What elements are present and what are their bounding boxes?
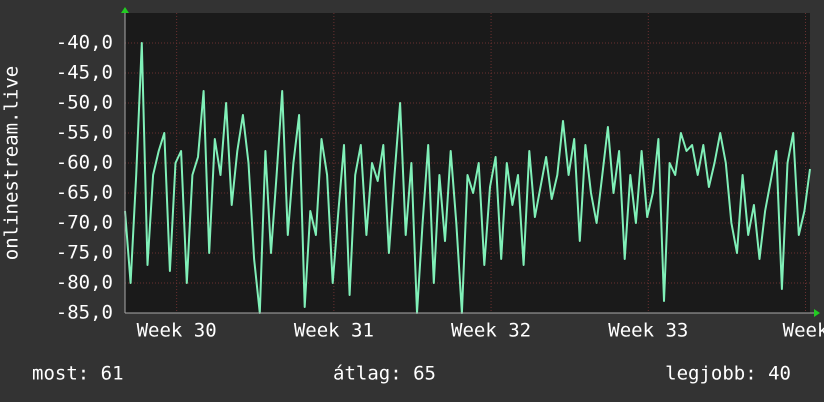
- y-tick-label: -45,0: [56, 62, 113, 84]
- footer-best: legjobb: 40: [665, 363, 791, 385]
- y-tick-label: -40,0: [56, 32, 113, 54]
- y-tick-label: -55,0: [56, 122, 113, 144]
- x-tick-label: Week 31: [294, 320, 374, 342]
- y-tick-label: -75,0: [56, 242, 113, 264]
- x-tick-label: Week 30: [137, 320, 217, 342]
- y-tick-label: -80,0: [56, 272, 113, 294]
- y-tick-label: -60,0: [56, 152, 113, 174]
- y-tick-label: -85,0: [56, 302, 113, 324]
- x-arrow: [814, 309, 820, 317]
- y-tick-label: -70,0: [56, 212, 113, 234]
- y-axis-label: onlinestream.live: [1, 66, 23, 260]
- y-arrow: [121, 7, 129, 13]
- line: [124, 42, 811, 314]
- x-tick-label: Week 33: [608, 320, 688, 342]
- y-tick-label: -50,0: [56, 92, 113, 114]
- axes: [124, 9, 814, 314]
- x-tick-label: Week: [783, 320, 824, 342]
- footer-average: átlag: 65: [333, 363, 436, 385]
- y-tick-label: -65,0: [56, 182, 113, 204]
- x-tick-label: Week 32: [451, 320, 531, 342]
- footer-current: most: 61: [32, 363, 124, 385]
- marks: [124, 13, 811, 314]
